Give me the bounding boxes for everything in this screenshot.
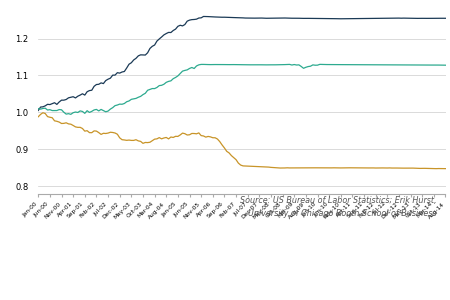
Text: ⓒ  Corporate investing is lagging. US companies hold
    more than $2 trillion i: ⓒ Corporate investing is lagging. US com… xyxy=(11,227,340,266)
Text: Source: US Bureau of Labor Statistics; Erik Hurst,
University of Chicago Booth S: Source: US Bureau of Labor Statistics; E… xyxy=(240,196,436,218)
